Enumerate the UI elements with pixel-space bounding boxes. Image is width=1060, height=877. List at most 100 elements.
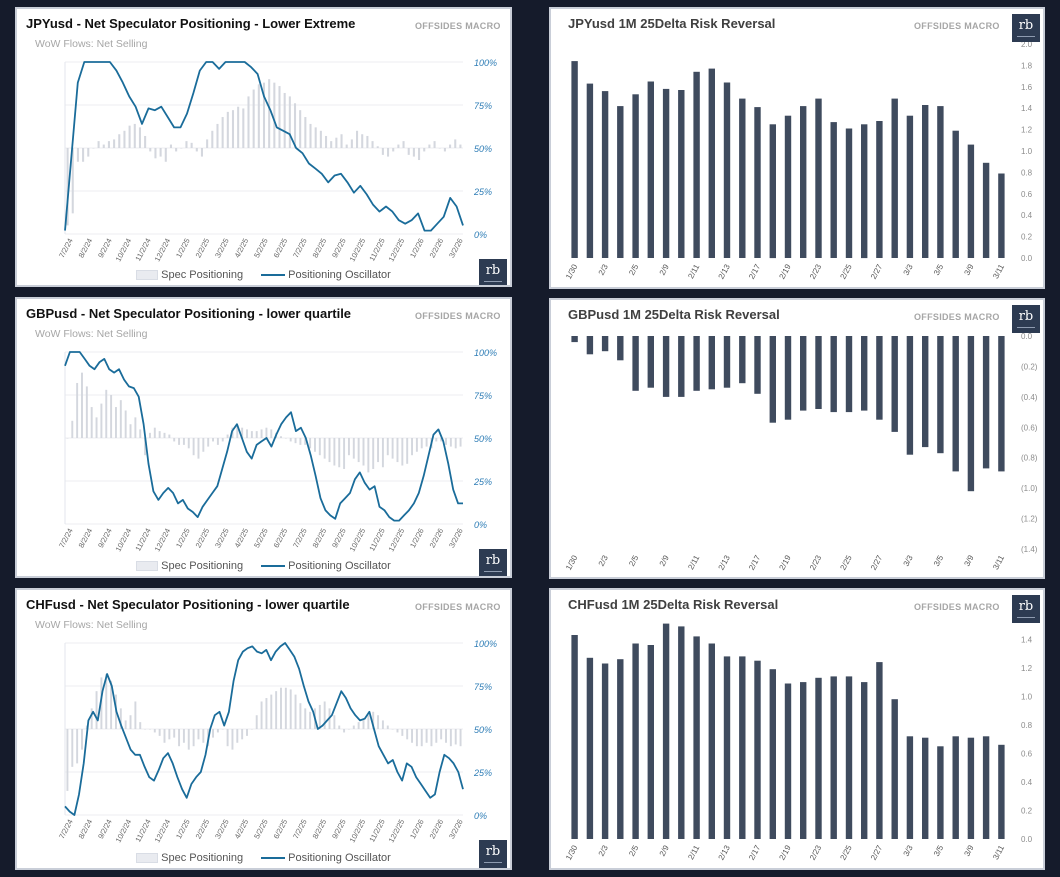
spec-position-bar [401, 729, 404, 736]
spec-position-bar [372, 711, 375, 729]
x-tick-label: 3/3 [902, 553, 915, 568]
spec-position-bar [216, 729, 219, 733]
risk-reversal-bar [754, 107, 761, 258]
x-tick-label: 9/2/25 [330, 818, 348, 841]
risk-reversal-bar [876, 121, 883, 258]
x-tick-label: 2/17 [747, 553, 763, 571]
y-tick-label: 1.6 [1021, 83, 1033, 92]
spec-position-bar [246, 429, 248, 438]
spec-position-bar [66, 438, 69, 439]
y-tick-label: (0.4) [1021, 393, 1038, 402]
y-tick-label: (0.8) [1021, 454, 1038, 463]
spec-position-bar [82, 148, 85, 162]
spec-position-bar [284, 438, 287, 439]
spec-position-bar [333, 438, 336, 466]
x-tick-label: 2/2/26 [428, 237, 446, 260]
spec-position-bar [357, 722, 360, 729]
spec-position-bar [443, 148, 446, 152]
risk-reversal-bar [571, 61, 578, 258]
x-tick-label: 11/2/24 [133, 818, 152, 844]
risk-reversal-bar [784, 683, 792, 839]
spec-position-bar [129, 715, 132, 729]
spec-position-bar [100, 403, 103, 438]
spec-position-bar [257, 84, 260, 148]
spec-position-bar [212, 438, 215, 442]
risk-reversal-bar [861, 682, 868, 839]
spec-position-bar [411, 438, 414, 456]
spec-position-bar [449, 729, 452, 747]
legend-line-swatch [261, 274, 286, 277]
x-tick-label: 2/11 [686, 262, 701, 280]
risk-reversal-bar [662, 88, 670, 259]
rb-logo: rb [1012, 14, 1040, 42]
spec-position-bar [255, 715, 258, 729]
spec-position-bar [330, 141, 333, 148]
risk-reversal-bar [617, 336, 624, 361]
spec-position-bar [406, 729, 409, 740]
risk-reversal-bar [800, 106, 807, 258]
spec-position-bar [178, 729, 181, 747]
spec-position-bar [242, 108, 245, 148]
spec-position-bar [406, 438, 409, 464]
oscillator-line [64, 642, 464, 816]
spec-position-bar [128, 125, 131, 148]
spec-position-bar [294, 438, 297, 444]
legend-bar-swatch [136, 853, 159, 864]
y-tick-label: 1.0 [1021, 147, 1033, 156]
spec-position-bar [206, 139, 209, 148]
spec-position-bar [265, 698, 268, 729]
spec-position-bar [265, 427, 268, 438]
x-tick-label: 9/2/25 [330, 527, 348, 550]
spec-position-bar [428, 144, 431, 148]
spec-position-bar [129, 424, 132, 438]
chart-title: JPYusd - Net Speculator Positioning - Lo… [26, 16, 356, 31]
risk-reversal-bar [632, 643, 639, 839]
x-tick-label: 2/11 [686, 553, 701, 571]
x-tick-label: 12/2/24 [153, 527, 173, 553]
risk-reversal-bar [845, 336, 853, 413]
spec-position-bar [454, 139, 457, 148]
y-tick-label: 0.6 [1021, 749, 1033, 758]
spec-position-bar [347, 729, 350, 730]
gbp-risk-reversal-panel: 0.0 (0.2) (0.4) (0.6) (0.8) (1.0) (1.2) (1.4) 1/… [549, 298, 1045, 579]
y-tick-label: (1.0) [1021, 484, 1038, 493]
spec-position-bar [123, 130, 126, 148]
spec-position-bar [149, 148, 152, 152]
x-tick-label: 12/2/24 [153, 237, 173, 263]
spec-position-bar [182, 438, 185, 445]
spec-position-bar [114, 407, 117, 438]
spec-position-bar [260, 701, 263, 729]
spec-position-bar [324, 135, 328, 148]
spec-position-bar [361, 134, 364, 148]
risk-reversal-bar [922, 737, 929, 839]
spec-position-bar [226, 434, 229, 438]
spec-position-bar [76, 148, 79, 162]
risk-reversal-bar [937, 106, 944, 258]
spec-position-bar [381, 720, 384, 729]
spec-position-bar [396, 438, 399, 463]
chart-title: GBPusd - Net Speculator Positioning - lo… [26, 306, 352, 321]
spec-position-bar [268, 79, 271, 148]
y-tick-label: 100% [474, 58, 497, 68]
spec-position-bar [309, 711, 312, 729]
x-tick-label: 3/5 [932, 553, 945, 568]
risk-reversal-bar [632, 94, 639, 258]
spec-position-bar [319, 130, 322, 148]
x-tick-label: 4/2/25 [233, 818, 251, 841]
spec-position-bar [438, 148, 441, 149]
x-tick-label: 10/2/25 [348, 237, 368, 263]
spec-position-bar [221, 729, 224, 730]
y-tick-label: 25% [473, 187, 492, 197]
spec-position-bar [449, 438, 452, 447]
risk-reversal-bar [693, 636, 700, 839]
spec-position-bar [139, 722, 142, 729]
x-tick-label: 10/2/24 [114, 818, 134, 844]
spec-position-bar [418, 148, 421, 161]
spec-position-bar [168, 729, 171, 740]
spec-position-bar [293, 103, 297, 148]
spec-position-bar [255, 431, 258, 438]
spec-position-bar [386, 438, 389, 456]
risk-reversal-bar [708, 336, 715, 390]
spec-position-bar [66, 148, 69, 226]
x-tick-label: 1/2/26 [408, 527, 426, 550]
